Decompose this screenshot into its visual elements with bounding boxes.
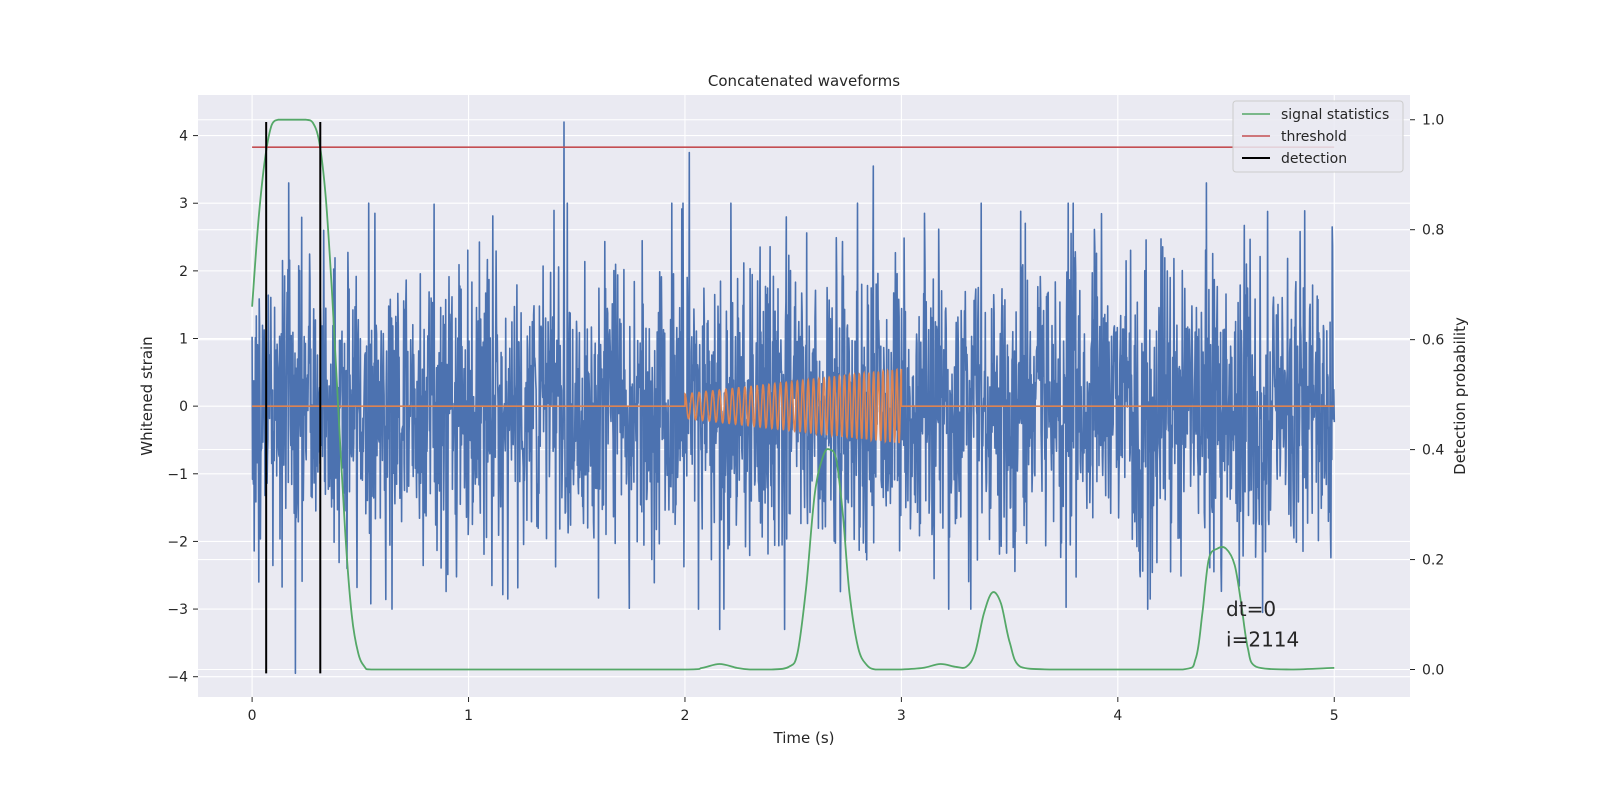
y2-tick-label: 0.6: [1422, 333, 1444, 349]
annotation-dt: dt=0: [1226, 597, 1276, 621]
y2-tick-label: 0.0: [1422, 663, 1444, 679]
y2-axis-title: Detection probability: [1451, 317, 1469, 475]
y-tick-label: 0: [179, 399, 188, 415]
y2-tick-label: 0.4: [1422, 443, 1444, 459]
y-tick-label: −3: [167, 602, 188, 618]
annotation-index: i=2114: [1226, 628, 1299, 652]
legend-label-signal-statistics: signal statistics: [1281, 107, 1389, 123]
legend-label-threshold: threshold: [1281, 129, 1347, 145]
legend-box: [1232, 100, 1404, 173]
y2-tick-label: 0.2: [1422, 553, 1444, 569]
x-tick-label: 4: [1113, 708, 1122, 724]
y-tick-label: −2: [167, 534, 188, 550]
signal-statistics-series: [251, 118, 1335, 671]
y-tick-label: −4: [167, 670, 188, 686]
plot-layer: [251, 118, 1336, 675]
x-tick-label: 5: [1330, 708, 1339, 724]
y-tick-label: −1: [167, 467, 188, 483]
legend-label-detection: detection: [1281, 151, 1347, 167]
legend: signal statistics threshold detection: [1232, 100, 1404, 173]
x-axis-title: Time (s): [773, 729, 835, 747]
y-tick-label: 2: [179, 264, 188, 280]
y-tick-label: 4: [179, 129, 188, 145]
y-axis-title: Whitened strain: [138, 336, 156, 455]
x-tick-label: 2: [681, 708, 690, 724]
strain-series: [251, 121, 1336, 675]
x-tick-label: 0: [248, 708, 257, 724]
y-tick-label: 1: [179, 332, 188, 348]
y2-tick-label: 1.0: [1422, 113, 1444, 129]
x-tick-label: 1: [464, 708, 473, 724]
y-tick-label: 3: [179, 196, 188, 212]
y2-tick-label: 0.8: [1422, 223, 1444, 239]
template-series: [252, 367, 1335, 444]
x-tick-label: 3: [897, 708, 906, 724]
ticks: 0 1 2 3 4 5 −4 −3 −2 −1 0 1 2 3 4 0.0 0.2 0.4 0.6 0.8 1.0: [167, 113, 1444, 724]
chart-title: Concatenated waveforms: [708, 72, 900, 90]
